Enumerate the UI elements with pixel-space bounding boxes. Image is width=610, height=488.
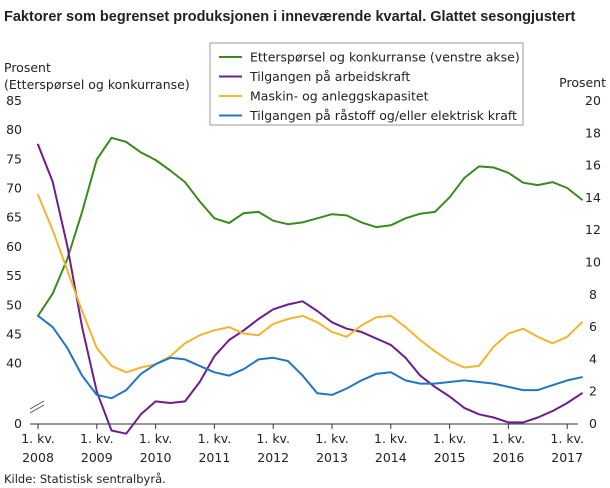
legend: Etterspørsel og konkurranse (venstre aks…	[209, 42, 524, 126]
series-line-3	[37, 314, 583, 400]
right-axis-label: Prosent	[559, 75, 606, 90]
x-tick-label-year: 2015	[434, 450, 466, 465]
x-axis-ticks: 1. kv. 2008 1. kv. 2009 1. kv. 2010 1. kv. 2011…	[21, 424, 584, 465]
x-tick-label-year: 2011	[198, 450, 230, 465]
series-lines	[37, 136, 583, 435]
x-tick-label-year: 2016	[492, 450, 524, 465]
left-tick-label: 70	[6, 181, 22, 196]
legend-label: Tilgangen på råstoff og/eller elektrisk …	[249, 108, 517, 123]
chart-title: Faktorer som begrenset produksjonen i in…	[4, 9, 575, 25]
x-tick-label-quarter: 1. kv.	[550, 431, 584, 446]
left-tick-label: 0	[14, 416, 22, 431]
left-axis-ticks: 85 80 75 70 65 60 55 50 45 40 0	[6, 93, 22, 431]
x-tick-label-year: 2012	[257, 450, 289, 465]
x-tick-label-year: 2010	[140, 450, 172, 465]
x-tick-label-quarter: 1. kv.	[315, 431, 349, 446]
series-line-1	[37, 143, 583, 435]
left-tick-label: 60	[6, 239, 22, 254]
x-tick-label-quarter: 1. kv.	[80, 431, 114, 446]
source-note: Kilde: Statistisk sentralbyrå.	[4, 472, 166, 486]
left-tick-label: 55	[6, 268, 22, 283]
right-tick-label: 16	[585, 158, 601, 173]
x-tick-label-quarter: 1. kv.	[139, 431, 173, 446]
right-tick-label: 12	[585, 222, 601, 237]
legend-label: Maskin- og anleggskapasitet	[250, 89, 429, 104]
series-line-0	[37, 136, 583, 317]
left-tick-label: 65	[6, 210, 22, 225]
left-tick-label: 50	[6, 297, 22, 312]
right-tick-label: 20	[585, 93, 601, 108]
series-line-2	[37, 193, 583, 374]
right-tick-label: 2	[589, 384, 597, 399]
x-tick-label-quarter: 1. kv.	[256, 431, 290, 446]
left-tick-label: 80	[6, 122, 22, 137]
x-tick-label-year: 2014	[375, 450, 407, 465]
x-tick-label-year: 2009	[81, 450, 113, 465]
legend-label: Etterspørsel og konkurranse (venstre aks…	[250, 50, 520, 65]
x-tick-label-quarter: 1. kv.	[433, 431, 467, 446]
right-tick-label: 8	[589, 287, 597, 302]
right-tick-label: 10	[585, 255, 601, 270]
left-axis-label-line2: (Etterspørsel og konkurranse)	[4, 77, 190, 92]
x-tick-label-year: 2013	[316, 450, 348, 465]
axis-break-marker	[29, 400, 45, 414]
x-tick-label-quarter: 1. kv.	[198, 431, 232, 446]
x-tick-label-year: 2008	[22, 450, 54, 465]
left-tick-label: 75	[6, 151, 22, 166]
legend-label: Tilgangen på arbeidskraft	[249, 69, 410, 84]
legend-box	[209, 42, 524, 126]
x-tick-label-quarter: 1. kv.	[374, 431, 408, 446]
right-tick-label: 0	[589, 416, 597, 431]
left-tick-label: 85	[6, 93, 22, 108]
right-tick-label: 14	[585, 190, 601, 205]
left-tick-label: 45	[6, 326, 22, 341]
x-tick-label-year: 2017	[551, 450, 583, 465]
x-tick-label-quarter: 1. kv.	[492, 431, 526, 446]
left-axis-label-line1: Prosent	[4, 60, 51, 75]
right-tick-label: 6	[589, 319, 597, 334]
right-tick-label: 18	[585, 125, 601, 140]
x-tick-label-quarter: 1. kv.	[21, 431, 55, 446]
right-tick-label: 4	[589, 351, 597, 366]
left-tick-label: 40	[6, 356, 22, 371]
